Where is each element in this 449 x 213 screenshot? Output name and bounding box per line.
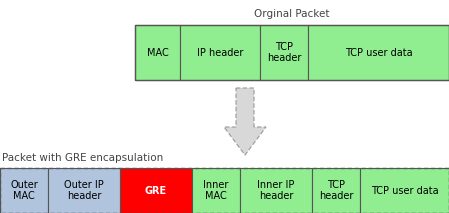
Text: Inner
MAC: Inner MAC <box>203 180 229 201</box>
Bar <box>135 25 180 80</box>
Bar <box>240 168 312 213</box>
Bar <box>360 168 449 213</box>
Bar <box>135 25 449 80</box>
Text: IP header: IP header <box>197 47 243 58</box>
Polygon shape <box>224 88 266 155</box>
Bar <box>120 168 192 213</box>
Text: MAC: MAC <box>147 47 168 58</box>
Bar <box>48 168 120 213</box>
Text: Outer IP
header: Outer IP header <box>64 180 104 201</box>
Bar <box>308 25 449 80</box>
Text: Outer
MAC: Outer MAC <box>10 180 38 201</box>
Text: TCP
header: TCP header <box>267 42 301 63</box>
Bar <box>180 25 260 80</box>
Text: Inner IP
header: Inner IP header <box>257 180 295 201</box>
Bar <box>260 25 308 80</box>
Bar <box>312 168 360 213</box>
Text: TCP user data: TCP user data <box>371 186 438 196</box>
Text: Packet with GRE encapsulation: Packet with GRE encapsulation <box>2 153 163 163</box>
Text: TCP
header: TCP header <box>319 180 353 201</box>
Text: Orginal Packet: Orginal Packet <box>254 9 330 19</box>
Bar <box>0 168 48 213</box>
Text: GRE: GRE <box>145 186 167 196</box>
Bar <box>0 168 449 213</box>
Text: TCP user data: TCP user data <box>345 47 412 58</box>
Bar <box>192 168 240 213</box>
